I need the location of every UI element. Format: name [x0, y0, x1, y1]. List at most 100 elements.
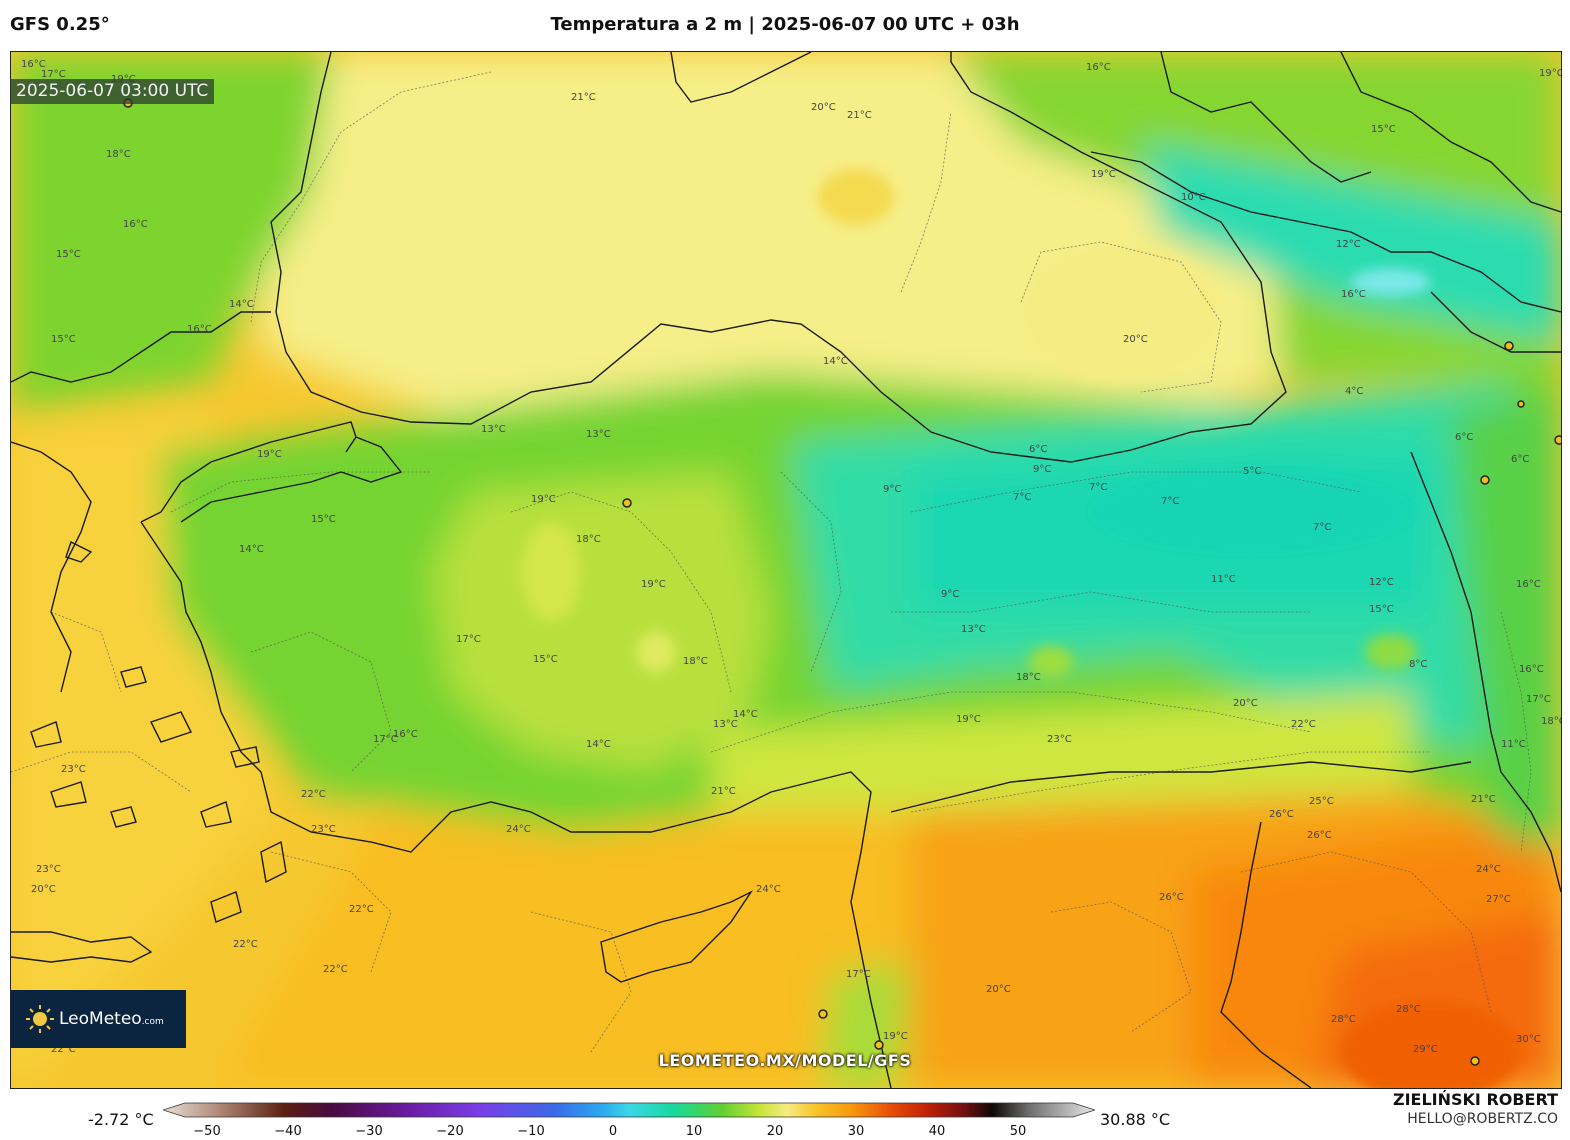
contour-label: 18°C — [576, 534, 601, 545]
contour-label: 23°C — [311, 824, 336, 835]
colorbar-tick: −20 — [436, 1124, 464, 1139]
author-email[interactable]: HELLO@ROBERTZ.CO — [1407, 1111, 1558, 1127]
contour-label: 11°C — [1501, 739, 1526, 750]
colorbar-tick: −50 — [193, 1124, 221, 1139]
contour-label: 23°C — [1047, 734, 1072, 745]
contour-label: 22°C — [51, 1044, 76, 1055]
contour-label: 19°C — [883, 1031, 908, 1042]
contour-label: 16°C — [123, 219, 148, 230]
sun-icon — [26, 1005, 54, 1033]
contour-label: 24°C — [1476, 864, 1501, 875]
temperature-map[interactable]: 16°C 17°C 19°C 21°C 20°C 21°C 18°C 16°C … — [10, 51, 1562, 1089]
contour-label: 13°C — [961, 624, 986, 635]
colorbar-tick: −40 — [274, 1124, 302, 1139]
contour-label: 18°C — [1016, 672, 1041, 683]
contour-label: 16°C — [1519, 664, 1544, 675]
contour-label: 28°C — [1396, 1004, 1421, 1015]
contour-label: 16°C — [1086, 62, 1111, 73]
contour-label: 20°C — [1233, 698, 1258, 709]
contour-label: 19°C — [1091, 169, 1116, 180]
contour-label: 26°C — [1159, 892, 1184, 903]
contour-label: 6°C — [1455, 432, 1473, 443]
contour-label: 12°C — [1369, 577, 1394, 588]
colorbar-tick: 10 — [685, 1124, 703, 1139]
contour-label: 10°C — [1181, 192, 1206, 203]
contour-label: 9°C — [883, 484, 901, 495]
colorbar-tick: −30 — [355, 1124, 383, 1139]
contour-label: 19°C — [956, 714, 981, 725]
contour-label: 27°C — [1486, 894, 1511, 905]
contour-label: 16°C — [1516, 579, 1541, 590]
colorbar-tick: 20 — [766, 1124, 784, 1139]
colorbar-tick: 0 — [608, 1124, 618, 1139]
model-label: GFS 0.25° — [10, 14, 110, 35]
contour-label: 20°C — [811, 102, 836, 113]
contour-label: 14°C — [586, 739, 611, 750]
contour-label: 14°C — [239, 544, 264, 555]
contour-label: 21°C — [711, 786, 736, 797]
contour-label: 13°C — [481, 424, 506, 435]
city-marker — [1480, 475, 1490, 485]
contour-label: 21°C — [571, 92, 596, 103]
colorbar-min-label: -2.72 °C — [88, 1110, 154, 1129]
contour-label: 7°C — [1313, 522, 1331, 533]
contour-label: 29°C — [1413, 1044, 1438, 1055]
contour-label: 4°C — [1345, 386, 1363, 397]
contour-label: 17°C — [456, 634, 481, 645]
colorbar-tick: 40 — [928, 1124, 946, 1139]
contour-label: 28°C — [1331, 1014, 1356, 1025]
contour-label: 11°C — [1211, 574, 1236, 585]
contour-label: 22°C — [233, 939, 258, 950]
contour-label: 7°C — [1089, 482, 1107, 493]
contour-label: 8°C — [1409, 659, 1427, 670]
contour-label: 26°C — [1269, 809, 1294, 820]
contour-label: 30°C — [1516, 1034, 1541, 1045]
contour-label: 16°C — [393, 729, 418, 740]
contour-label: 23°C — [36, 864, 61, 875]
contour-label: 15°C — [56, 249, 81, 260]
contour-label: 20°C — [986, 984, 1011, 995]
coastlines — [11, 52, 1561, 1088]
contour-label: 18°C — [683, 656, 708, 667]
contour-label: 20°C — [31, 884, 56, 895]
contour-label: 15°C — [1369, 604, 1394, 615]
contour-label: 9°C — [941, 589, 959, 600]
contour-label: 24°C — [756, 884, 781, 895]
contour-label: 16°C — [21, 59, 46, 70]
contour-label: 14°C — [823, 356, 848, 367]
contour-label: 16°C — [1341, 289, 1366, 300]
contour-label: 18°C — [106, 149, 131, 160]
contour-labels: 16°C 17°C 19°C 21°C 20°C 21°C 18°C 16°C … — [21, 59, 1561, 1055]
contour-label: 15°C — [311, 514, 336, 525]
colorbar-ticks: −50 −40 −30 −20 −10 0 10 20 30 40 50 — [0, 1124, 1570, 1140]
contour-label: 13°C — [586, 429, 611, 440]
city-marker — [1504, 341, 1514, 351]
colorbar-tick: 30 — [847, 1124, 865, 1139]
timestamp-badge: 2025-06-07 03:00 UTC — [10, 79, 215, 104]
contour-label: 25°C — [1309, 796, 1334, 807]
colorbar-max-label: 30.88 °C — [1100, 1110, 1171, 1129]
author-credit: ZIELIŃSKI ROBERT — [1392, 1090, 1558, 1109]
contour-label: 16°C — [187, 324, 212, 335]
contour-lines — [11, 71, 1532, 1053]
city-marker — [1517, 400, 1525, 408]
contour-label: 21°C — [847, 110, 872, 121]
city-marker — [1554, 435, 1561, 445]
leometeo-logo[interactable]: LeoMeteo.com — [11, 990, 186, 1048]
map-canvas: 16°C 17°C 19°C 21°C 20°C 21°C 18°C 16°C … — [11, 52, 1561, 1088]
contour-label: 15°C — [51, 334, 76, 345]
contour-label: 14°C — [733, 709, 758, 720]
chart-title: Temperatura a 2 m | 2025-06-07 00 UTC + … — [550, 14, 1020, 35]
city-marker — [818, 1009, 828, 1019]
contour-label: 23°C — [61, 764, 86, 775]
contour-label: 7°C — [1161, 496, 1179, 507]
contour-label: 6°C — [1029, 444, 1047, 455]
contour-label: 22°C — [1291, 719, 1316, 730]
colorbar-tick: 50 — [1009, 1124, 1027, 1139]
contour-label: 15°C — [1371, 124, 1396, 135]
contour-label: 14°C — [229, 299, 254, 310]
contour-label: 19°C — [531, 494, 556, 505]
contour-label: 18°C — [1541, 716, 1561, 727]
contour-label: 17°C — [1526, 694, 1551, 705]
contour-label: 19°C — [1539, 68, 1561, 79]
